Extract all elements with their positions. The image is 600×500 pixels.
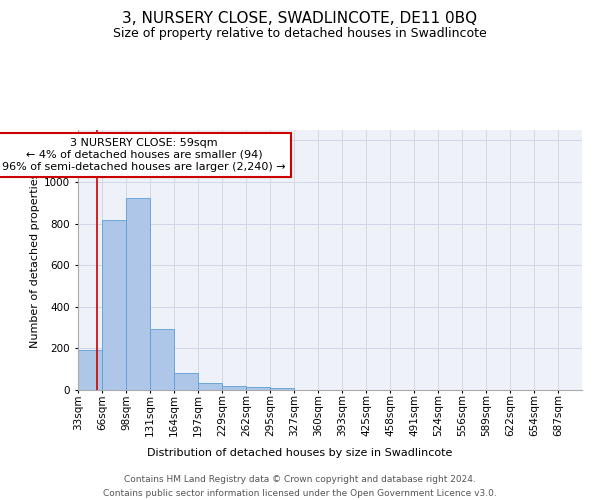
Text: Contains public sector information licensed under the Open Government Licence v3: Contains public sector information licen… <box>103 489 497 498</box>
Y-axis label: Number of detached properties: Number of detached properties <box>30 172 40 348</box>
Bar <box>246 387 270 390</box>
Text: Distribution of detached houses by size in Swadlincote: Distribution of detached houses by size … <box>148 448 452 458</box>
Bar <box>78 350 102 390</box>
Bar <box>270 388 294 390</box>
Bar <box>174 374 198 390</box>
Text: 3, NURSERY CLOSE, SWADLINCOTE, DE11 0BQ: 3, NURSERY CLOSE, SWADLINCOTE, DE11 0BQ <box>122 11 478 26</box>
Bar <box>222 386 246 390</box>
Bar <box>102 220 126 390</box>
Bar <box>126 198 150 390</box>
Text: Size of property relative to detached houses in Swadlincote: Size of property relative to detached ho… <box>113 28 487 40</box>
Text: Contains HM Land Registry data © Crown copyright and database right 2024.: Contains HM Land Registry data © Crown c… <box>124 475 476 484</box>
Bar <box>150 328 174 390</box>
Text: 3 NURSERY CLOSE: 59sqm
← 4% of detached houses are smaller (94)
96% of semi-deta: 3 NURSERY CLOSE: 59sqm ← 4% of detached … <box>2 138 286 172</box>
Bar <box>198 382 222 390</box>
